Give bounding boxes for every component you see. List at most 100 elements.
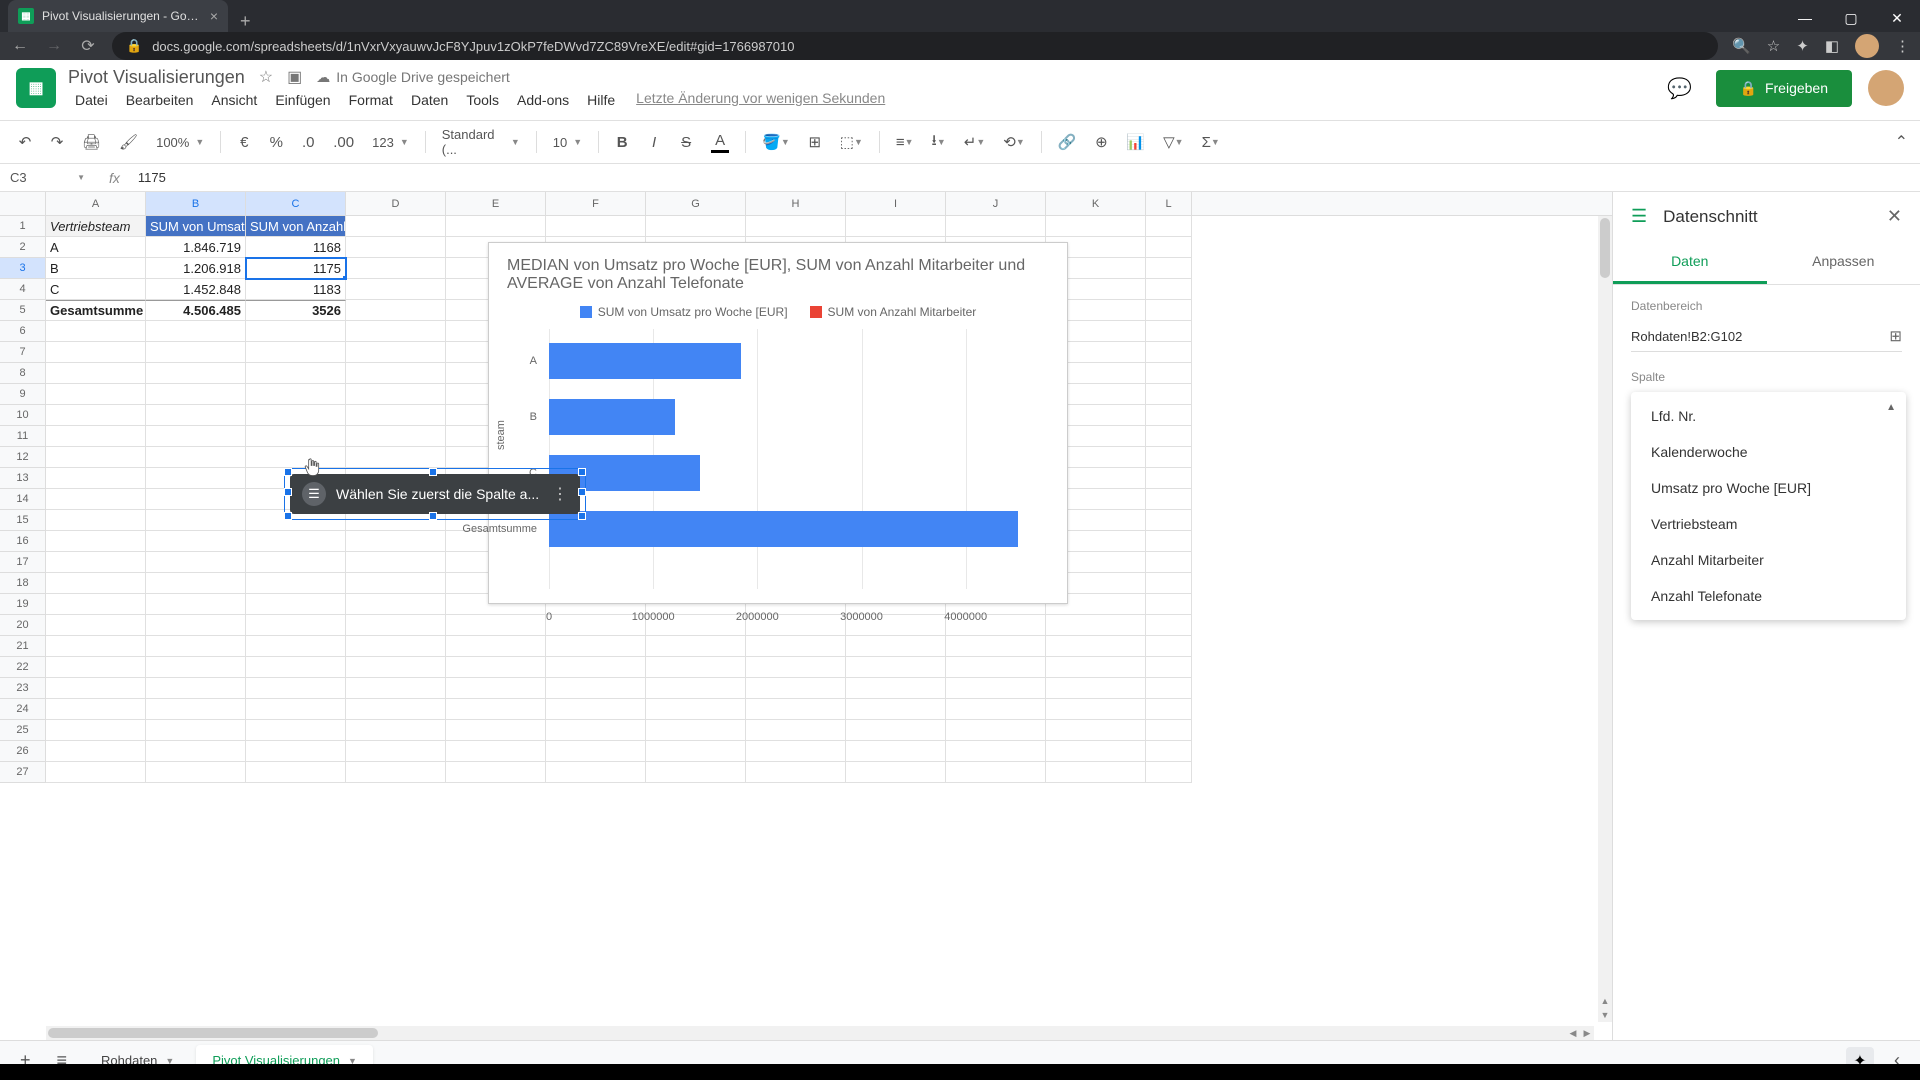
- cell[interactable]: [1146, 657, 1192, 678]
- resize-handle[interactable]: [578, 468, 586, 476]
- cell[interactable]: [1146, 321, 1192, 342]
- cell[interactable]: 1183: [246, 279, 346, 300]
- menu-ansicht[interactable]: Ansicht: [204, 90, 264, 110]
- cell[interactable]: [1146, 426, 1192, 447]
- cell[interactable]: [346, 216, 446, 237]
- cell[interactable]: [1146, 615, 1192, 636]
- cell[interactable]: B: [46, 258, 146, 279]
- decrease-decimal-button[interactable]: .0: [295, 128, 321, 157]
- zoom-icon[interactable]: 🔍: [1732, 37, 1751, 55]
- cell[interactable]: [1046, 720, 1146, 741]
- slicer-chip[interactable]: ☰ Wählen Sie zuerst die Spalte a... ⋮: [290, 474, 580, 514]
- cell[interactable]: [546, 741, 646, 762]
- undo-button[interactable]: ↶: [12, 127, 38, 157]
- scroll-thumb[interactable]: [1600, 218, 1610, 278]
- cell[interactable]: [46, 615, 146, 636]
- dropdown-option[interactable]: Lfd. Nr.: [1631, 398, 1906, 434]
- cell[interactable]: [46, 342, 146, 363]
- cell[interactable]: [346, 678, 446, 699]
- dropdown-option[interactable]: Kalenderwoche: [1631, 434, 1906, 470]
- cell[interactable]: [146, 762, 246, 783]
- row-header[interactable]: 21: [0, 636, 46, 657]
- cell[interactable]: [346, 447, 446, 468]
- cell[interactable]: [646, 657, 746, 678]
- extension-icon[interactable]: ◧: [1825, 37, 1839, 55]
- column-header[interactable]: L: [1146, 192, 1192, 215]
- column-header[interactable]: G: [646, 192, 746, 215]
- chart-button[interactable]: 📊: [1120, 127, 1151, 157]
- cell[interactable]: [46, 447, 146, 468]
- cell[interactable]: [246, 426, 346, 447]
- cell[interactable]: [1146, 531, 1192, 552]
- formula-input[interactable]: 1175: [134, 170, 1920, 185]
- menu-hilfe[interactable]: Hilfe: [580, 90, 622, 110]
- resize-handle[interactable]: [284, 512, 292, 520]
- row-header[interactable]: 25: [0, 720, 46, 741]
- cell[interactable]: [746, 720, 846, 741]
- cell[interactable]: [546, 699, 646, 720]
- row-header[interactable]: 26: [0, 741, 46, 762]
- cell[interactable]: [946, 657, 1046, 678]
- star-icon[interactable]: ☆: [1767, 37, 1780, 55]
- cell[interactable]: [346, 552, 446, 573]
- cell[interactable]: [246, 762, 346, 783]
- cell[interactable]: [1146, 720, 1192, 741]
- cell[interactable]: [146, 720, 246, 741]
- collapse-toolbar-button[interactable]: ⌃: [1895, 132, 1908, 152]
- cell[interactable]: SUM von Umsat: [146, 216, 246, 237]
- cell[interactable]: [46, 552, 146, 573]
- cell[interactable]: [146, 426, 246, 447]
- cell[interactable]: [46, 741, 146, 762]
- cell[interactable]: 1168: [246, 237, 346, 258]
- cell[interactable]: [1146, 279, 1192, 300]
- cell[interactable]: [346, 531, 446, 552]
- row-header[interactable]: 15: [0, 510, 46, 531]
- cell[interactable]: [846, 720, 946, 741]
- cell[interactable]: [346, 321, 446, 342]
- cell[interactable]: [246, 573, 346, 594]
- row-header[interactable]: 14: [0, 489, 46, 510]
- cell[interactable]: [1046, 741, 1146, 762]
- cell[interactable]: [246, 342, 346, 363]
- link-button[interactable]: 🔗: [1052, 127, 1083, 157]
- cell[interactable]: [446, 657, 546, 678]
- spreadsheet-grid[interactable]: ABCDEFGHIJKL 1VertriebsteamSUM von Umsat…: [0, 192, 1612, 1040]
- cell[interactable]: [1146, 258, 1192, 279]
- cell[interactable]: [746, 657, 846, 678]
- cell[interactable]: [946, 762, 1046, 783]
- cell[interactable]: [1046, 699, 1146, 720]
- row-header[interactable]: 6: [0, 321, 46, 342]
- cell[interactable]: [346, 657, 446, 678]
- cell[interactable]: [1046, 636, 1146, 657]
- cell[interactable]: [646, 636, 746, 657]
- bold-button[interactable]: B: [609, 128, 635, 157]
- cell[interactable]: [146, 405, 246, 426]
- menu-einfügen[interactable]: Einfügen: [268, 90, 337, 110]
- cell[interactable]: [546, 762, 646, 783]
- number-format-select[interactable]: 123▼: [366, 131, 415, 154]
- select-range-icon[interactable]: ⊞: [1889, 327, 1902, 345]
- cell[interactable]: [346, 741, 446, 762]
- new-tab-button[interactable]: +: [228, 11, 263, 32]
- menu-tools[interactable]: Tools: [459, 90, 506, 110]
- cell[interactable]: [746, 216, 846, 237]
- cell[interactable]: [446, 720, 546, 741]
- row-header[interactable]: 24: [0, 699, 46, 720]
- maximize-button[interactable]: ▢: [1828, 0, 1874, 36]
- cell[interactable]: [346, 342, 446, 363]
- row-header[interactable]: 17: [0, 552, 46, 573]
- cell[interactable]: [46, 699, 146, 720]
- cell[interactable]: [46, 594, 146, 615]
- cell[interactable]: [46, 426, 146, 447]
- move-doc-icon[interactable]: ▣: [287, 67, 302, 87]
- vertical-scrollbar[interactable]: ▲ ▼: [1598, 216, 1612, 1022]
- row-header[interactable]: 1: [0, 216, 46, 237]
- row-header[interactable]: 20: [0, 615, 46, 636]
- functions-button[interactable]: Σ▼: [1196, 128, 1226, 157]
- cell[interactable]: [146, 636, 246, 657]
- cell[interactable]: [1146, 237, 1192, 258]
- cell[interactable]: [46, 657, 146, 678]
- cell[interactable]: [946, 720, 1046, 741]
- cell[interactable]: [246, 678, 346, 699]
- menu-add-ons[interactable]: Add-ons: [510, 90, 576, 110]
